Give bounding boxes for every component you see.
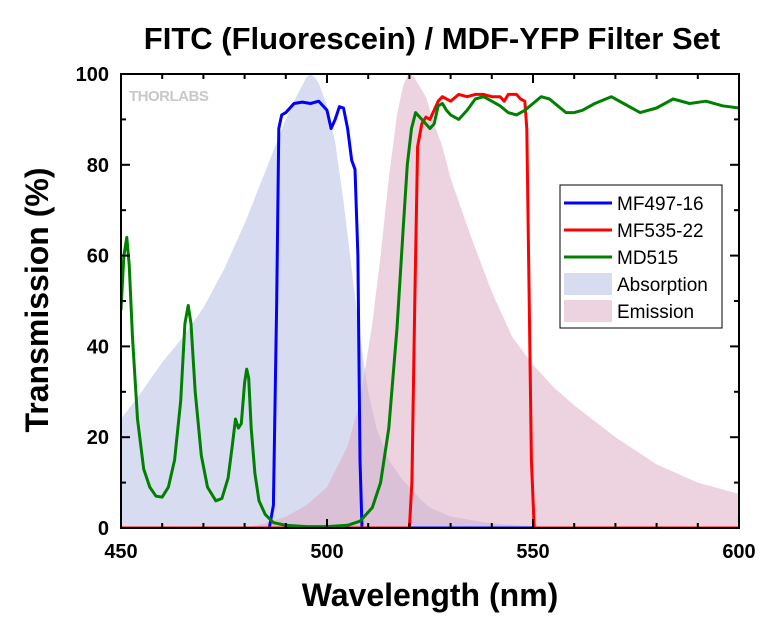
series-group: THORLABS — [121, 74, 739, 528]
x-tick-label-500: 500 — [310, 541, 343, 563]
x-axis-title: Wavelength (nm) — [302, 577, 559, 613]
line-mf497-16 — [121, 99, 739, 528]
area-emission — [244, 74, 739, 528]
legend-swatch-absorption — [564, 273, 612, 295]
y-tick-label-0: 0 — [98, 518, 109, 540]
y-tick-label-100: 100 — [76, 64, 109, 86]
line-mf535-22 — [121, 92, 739, 528]
y-tick-label-60: 60 — [87, 246, 109, 268]
legend-label-mf535-22: MF535-22 — [617, 221, 704, 242]
legend: MF497-16 MF535-22 MD515 Absorption Emission — [559, 184, 723, 329]
y-axis-title: Transmission (%) — [19, 168, 55, 433]
thorlabs-watermark: THORLABS — [129, 88, 209, 105]
legend-label-mf497-16: MF497-16 — [617, 194, 704, 215]
legend-label-md515: MD515 — [617, 248, 678, 269]
y-tick-label-80: 80 — [87, 155, 109, 177]
legend-swatch-emission — [564, 300, 612, 322]
chart-title: FITC (Fluorescein) / MDF-YFP Filter Set — [144, 21, 720, 56]
x-tick-label-550: 550 — [516, 541, 549, 563]
line-md515 — [121, 95, 739, 528]
legend-label-absorption: Absorption — [617, 275, 708, 296]
y-tick-label-40: 40 — [87, 336, 109, 358]
legend-label-emission: Emission — [617, 302, 694, 323]
x-tick-label-600: 600 — [722, 541, 755, 563]
y-tick-label-20: 20 — [87, 427, 109, 449]
x-tick-label-450: 450 — [104, 541, 137, 563]
plot-area: THORLABS 450 500 550 600 0 20 40 60 80 100 MF497-16… — [76, 64, 756, 563]
